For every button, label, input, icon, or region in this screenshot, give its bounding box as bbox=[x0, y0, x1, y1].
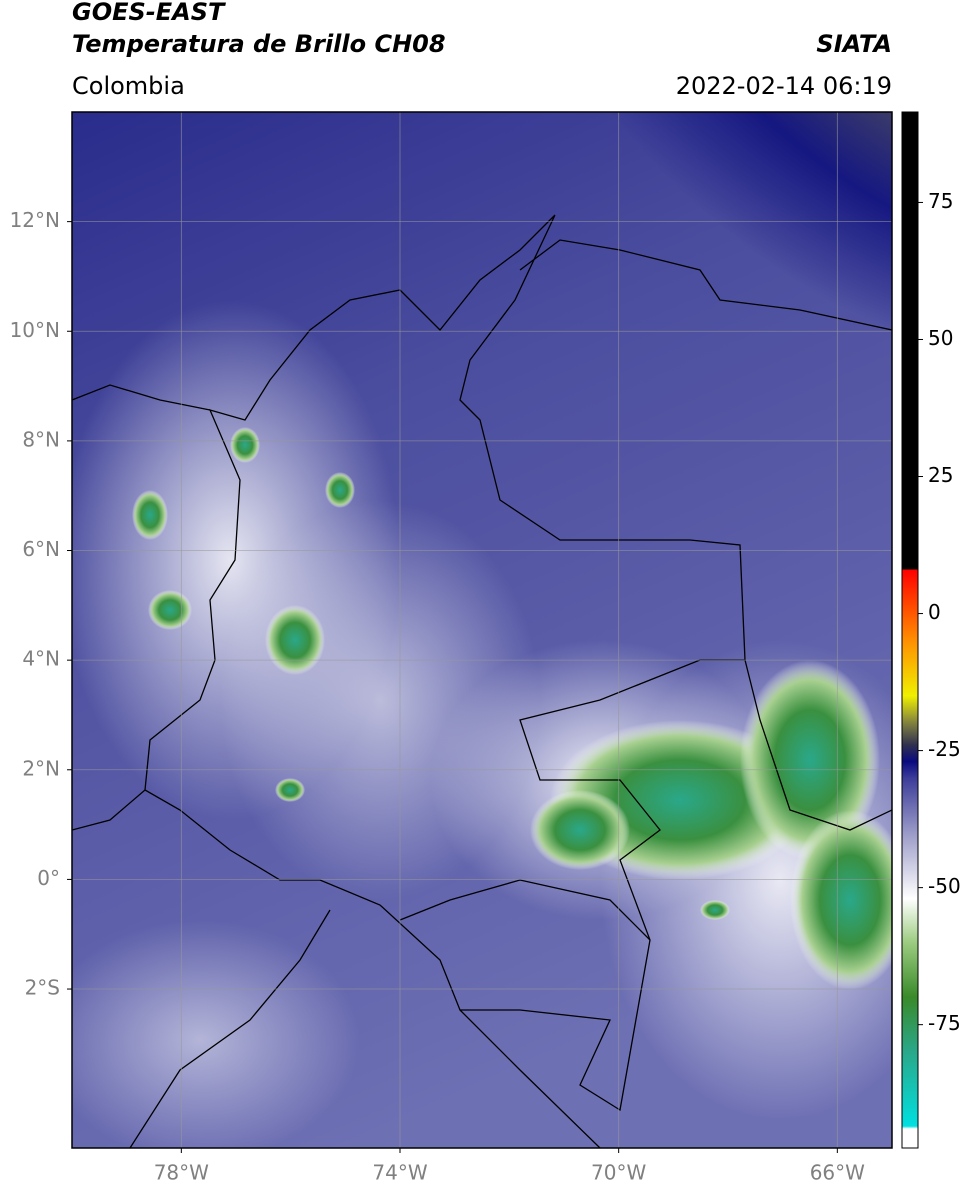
y-tick-label: 0° bbox=[37, 866, 60, 890]
colorbar-tick-label: 25 bbox=[928, 463, 953, 487]
map-frame bbox=[71, 111, 893, 1149]
colorbar-tick-label: 0 bbox=[928, 600, 941, 624]
y-tick-label: 10°N bbox=[10, 318, 60, 342]
title-line1: GOES-EAST bbox=[72, 0, 226, 26]
colorbar-tick-label: -50 bbox=[928, 874, 961, 898]
x-tick-label: 70°W bbox=[591, 1161, 646, 1185]
y-tick-label: 4°N bbox=[22, 647, 60, 671]
region: Colombia bbox=[72, 72, 185, 100]
y-tick-label: 2°S bbox=[25, 976, 60, 1000]
colorbar-tick-label: 75 bbox=[928, 189, 953, 213]
y-tick-label: 12°N bbox=[10, 208, 60, 232]
graticule bbox=[72, 112, 892, 1148]
source: SIATA bbox=[816, 30, 892, 58]
satellite-image bbox=[72, 112, 892, 1148]
colorbar-tick-label: -75 bbox=[928, 1011, 961, 1035]
y-tick-label: 6°N bbox=[22, 537, 60, 561]
y-tick-label: 8°N bbox=[22, 427, 60, 451]
x-tick-label: 66°W bbox=[810, 1161, 865, 1185]
y-tick-label: 2°N bbox=[22, 756, 60, 780]
x-tick-label: 78°W bbox=[154, 1161, 209, 1185]
title-line2: Temperatura de Brillo CH08 bbox=[72, 30, 446, 58]
x-tick-label: 74°W bbox=[372, 1161, 427, 1185]
colorbar bbox=[901, 111, 919, 1149]
timestamp: 2022-02-14 06:19 bbox=[676, 72, 892, 100]
colorbar-tick-label: -25 bbox=[928, 737, 961, 761]
colorbar-tick-label: 50 bbox=[928, 326, 953, 350]
